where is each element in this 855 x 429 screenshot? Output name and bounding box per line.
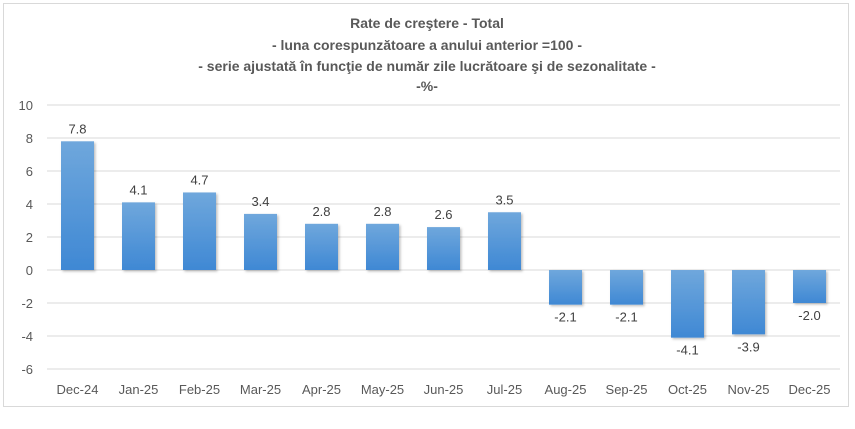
data-label: 7.8 — [68, 121, 86, 136]
x-tick-label: Mar-25 — [240, 382, 281, 397]
x-tick-label: Jul-25 — [487, 382, 522, 397]
data-label: 4.1 — [129, 182, 147, 197]
chart-subtitle-3: -%- — [416, 78, 438, 94]
x-tick-label: May-25 — [361, 382, 404, 397]
x-tick-label: Nov-25 — [728, 382, 770, 397]
y-tick-label: -4 — [21, 329, 33, 344]
y-tick-label: -6 — [21, 362, 33, 377]
chart-subtitle-2: - serie ajustată în funcţie de număr zil… — [198, 58, 656, 74]
y-tick-label: 8 — [26, 131, 33, 146]
x-tick-label: Feb-25 — [179, 382, 220, 397]
bar-nov-25 — [732, 270, 765, 335]
data-label: 2.6 — [434, 207, 452, 222]
x-tick-label: Dec-25 — [789, 382, 831, 397]
x-tick-label: Oct-25 — [668, 382, 707, 397]
bar-sep-25 — [610, 270, 643, 305]
bar-aug-25 — [549, 270, 582, 305]
y-tick-label: 4 — [26, 197, 33, 212]
bar-jun-25 — [427, 227, 460, 270]
y-tick-label: -2 — [21, 296, 33, 311]
chart-subtitle-1: - luna corespunzătoare a anului anterior… — [272, 37, 582, 53]
data-label: 3.4 — [251, 194, 269, 209]
data-label: 2.8 — [312, 204, 330, 219]
bar-may-25 — [366, 223, 399, 270]
bar-oct-25 — [671, 270, 704, 338]
data-label: 2.8 — [373, 204, 391, 219]
x-tick-label: Aug-25 — [545, 382, 587, 397]
data-label: -3.9 — [737, 339, 759, 354]
chart-frame — [3, 3, 849, 407]
x-tick-label: Apr-25 — [302, 382, 341, 397]
chart-title: Rate de creştere - Total — [350, 15, 504, 31]
data-label: -2.1 — [615, 310, 637, 325]
x-tick-label: Sep-25 — [606, 382, 648, 397]
y-tick-label: 2 — [26, 230, 33, 245]
data-label: -4.1 — [676, 343, 698, 358]
bar-dec-25 — [793, 270, 826, 303]
data-label: 3.5 — [495, 192, 513, 207]
y-tick-label: 0 — [26, 263, 33, 278]
data-label: -2.1 — [554, 310, 576, 325]
bar-jan-25 — [122, 202, 155, 270]
data-label: -2.0 — [798, 308, 820, 323]
bar-dec-24 — [61, 141, 94, 270]
data-label: 4.7 — [190, 172, 208, 187]
y-tick-label: 6 — [26, 164, 33, 179]
bar-feb-25 — [183, 192, 216, 270]
bar-jul-25 — [488, 212, 521, 270]
x-tick-label: Jan-25 — [119, 382, 159, 397]
x-tick-label: Dec-24 — [57, 382, 99, 397]
x-tick-label: Jun-25 — [424, 382, 464, 397]
bar-mar-25 — [244, 213, 277, 270]
bar-apr-25 — [305, 223, 338, 270]
y-tick-label: 10 — [19, 98, 33, 113]
